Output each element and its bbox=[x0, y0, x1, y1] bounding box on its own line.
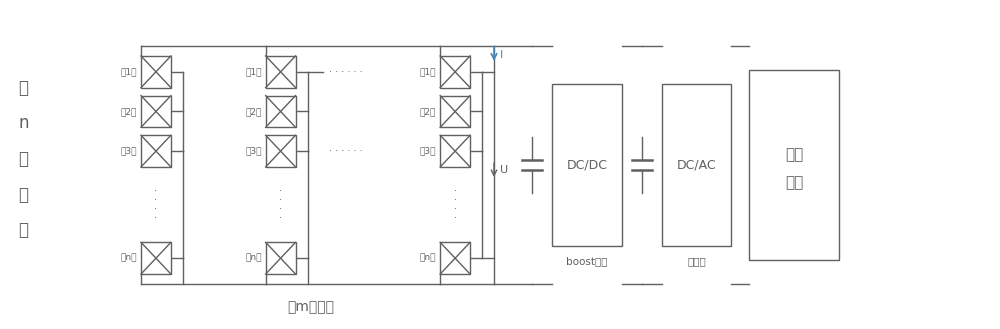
Text: DC/AC: DC/AC bbox=[677, 159, 716, 171]
Text: 第n层: 第n层 bbox=[121, 254, 137, 263]
Text: 第1层: 第1层 bbox=[121, 67, 137, 76]
Bar bbox=[440, 242, 470, 274]
Text: 共: 共 bbox=[18, 79, 28, 97]
Text: boost电路: boost电路 bbox=[566, 256, 608, 266]
Text: 第2层: 第2层 bbox=[245, 107, 262, 116]
Bar bbox=[440, 135, 470, 167]
Text: ·
·
·
·: · · · · bbox=[279, 186, 282, 223]
Text: 块: 块 bbox=[18, 150, 28, 168]
Text: 串: 串 bbox=[18, 186, 28, 204]
Bar bbox=[266, 242, 296, 274]
Text: 第3层: 第3层 bbox=[245, 147, 262, 156]
Text: 第1层: 第1层 bbox=[420, 67, 436, 76]
Text: 共m组并联: 共m组并联 bbox=[287, 300, 334, 314]
Text: 第1层: 第1层 bbox=[245, 67, 262, 76]
Text: 第n层: 第n层 bbox=[245, 254, 262, 263]
Text: I: I bbox=[500, 50, 503, 60]
Text: 第3层: 第3层 bbox=[121, 147, 137, 156]
Text: DC/DC: DC/DC bbox=[566, 159, 607, 171]
Bar bbox=[266, 56, 296, 88]
Bar bbox=[141, 96, 171, 127]
Bar bbox=[552, 84, 622, 246]
Bar bbox=[141, 56, 171, 88]
Bar bbox=[440, 96, 470, 127]
Text: 交流: 交流 bbox=[785, 148, 803, 163]
Text: 逆变器: 逆变器 bbox=[687, 256, 706, 266]
Text: 第3层: 第3层 bbox=[420, 147, 436, 156]
Text: ·
·
·
·: · · · · bbox=[154, 186, 157, 223]
Bar bbox=[662, 84, 731, 246]
Text: 第2层: 第2层 bbox=[420, 107, 436, 116]
Text: 第n层: 第n层 bbox=[420, 254, 436, 263]
Bar bbox=[141, 242, 171, 274]
Bar bbox=[141, 135, 171, 167]
Text: 联: 联 bbox=[18, 221, 28, 240]
Bar bbox=[440, 56, 470, 88]
Text: · · · · · ·: · · · · · · bbox=[329, 67, 362, 77]
Text: · · · · · ·: · · · · · · bbox=[329, 146, 362, 156]
Text: U: U bbox=[500, 165, 508, 175]
Text: ·
·
·
·: · · · · bbox=[454, 186, 457, 223]
Bar bbox=[749, 70, 839, 260]
Text: 第2层: 第2层 bbox=[121, 107, 137, 116]
Bar bbox=[266, 96, 296, 127]
Text: n: n bbox=[18, 114, 29, 132]
Text: 电网: 电网 bbox=[785, 175, 803, 190]
Bar bbox=[266, 135, 296, 167]
